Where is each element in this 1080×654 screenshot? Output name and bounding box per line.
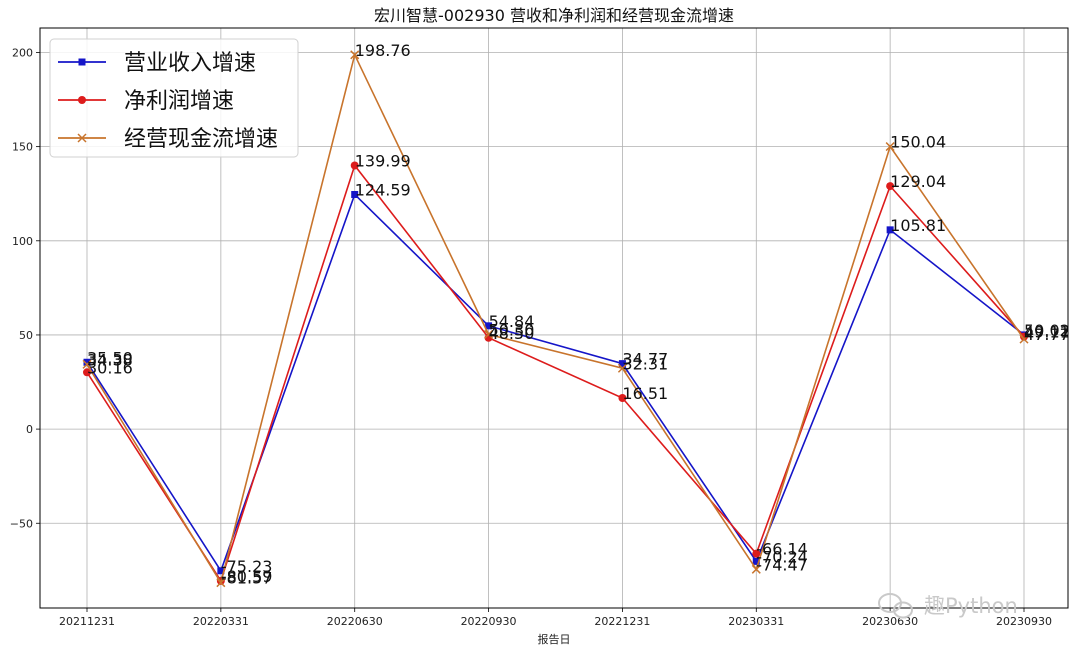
data-point (617, 363, 627, 373)
x-tick-label: 20230331 (728, 615, 784, 628)
data-point (350, 161, 359, 170)
data-point (752, 549, 761, 558)
marker-stroke (617, 363, 627, 373)
marker-stroke (751, 564, 761, 574)
axis-ticks: 20211231 20220331 20220630 20220930 20221231… (10, 46, 1052, 628)
marker-stroke (77, 133, 87, 143)
data-label: 16.51 (622, 384, 668, 403)
data-label: 54.84 (489, 312, 535, 331)
y-tick-label: 0 (26, 423, 33, 436)
marker-stroke (1019, 334, 1029, 344)
chart-title: 宏川智慧-002930 营收和净利润和经营现金流增速 (374, 6, 734, 25)
data-point (83, 358, 91, 366)
x-tick-label: 20220930 (461, 615, 517, 628)
series-layer (82, 50, 1029, 588)
data-label: 124.59 (355, 180, 411, 199)
legend-marker (78, 58, 86, 66)
data-point (618, 394, 627, 403)
series-1 (83, 190, 1028, 575)
x-tick-label: 20230630 (862, 615, 918, 628)
series-line (86, 52, 1025, 585)
y-tick-label: −50 (10, 517, 33, 530)
data-point (886, 226, 894, 234)
data-label: -66.14 (756, 540, 808, 559)
data-point (886, 182, 895, 191)
data-point (485, 322, 493, 330)
data-label: 48.50 (489, 324, 535, 343)
series-line (86, 193, 1025, 573)
x-tick-label: 20211231 (59, 615, 115, 628)
data-point (751, 564, 761, 574)
x-tick-label: 20230930 (996, 615, 1052, 628)
data-label: 198.76 (355, 41, 411, 60)
data-label: -70.24 (756, 547, 808, 566)
wechat-icon (878, 593, 913, 619)
data-point (618, 360, 626, 368)
data-label: -74.47 (756, 555, 808, 574)
y-tick-label: 50 (19, 329, 33, 342)
data-label: 34.77 (622, 350, 668, 369)
data-label: 105.81 (890, 216, 946, 235)
data-point (351, 190, 359, 198)
data-label: 50.02 (1024, 321, 1070, 340)
data-label: 50.30 (489, 320, 535, 339)
data-label: -80.59 (221, 567, 273, 586)
series-line (86, 163, 1025, 583)
data-point (484, 329, 494, 339)
y-tick-label: 150 (12, 141, 33, 154)
data-label: -75.23 (221, 557, 273, 576)
series-2 (83, 161, 1028, 585)
legend-label: 营业收入增速 (124, 51, 256, 76)
legend-item: 营业收入增速 (58, 51, 256, 76)
series-3 (82, 50, 1029, 588)
data-point (217, 567, 225, 575)
legend-item: 净利润增速 (58, 89, 234, 114)
watermark: 趣Python (878, 593, 1018, 619)
marker-stroke (350, 50, 360, 60)
y-tick-label: 200 (12, 46, 33, 59)
data-point (350, 50, 360, 60)
x-axis-label: 报告日 (538, 632, 571, 646)
legend-box (49, 38, 299, 158)
data-label: 49.11 (1024, 323, 1070, 342)
x-tick-label: 20220630 (327, 615, 383, 628)
legend-label: 经营现金流增速 (124, 127, 278, 152)
x-tick-label: 20220331 (193, 615, 249, 628)
data-label: 47.77 (1024, 325, 1070, 344)
x-tick-label: 20221231 (594, 615, 650, 628)
data-point (83, 368, 91, 377)
plot-frame (39, 27, 1069, 609)
data-label: 30.16 (87, 358, 133, 377)
legend-label: 净利润增速 (124, 89, 234, 114)
marker-stroke (216, 578, 226, 588)
data-point (82, 359, 92, 369)
data-point (216, 578, 226, 588)
y-tick-label: 100 (12, 235, 33, 248)
data-label: 150.04 (890, 133, 946, 152)
data-point (1020, 332, 1028, 341)
watermark-text: 趣Python (924, 594, 1018, 618)
data-label: 129.04 (890, 172, 946, 191)
marker-stroke (484, 329, 494, 339)
marker-stroke (82, 359, 92, 369)
data-label: 139.99 (355, 151, 411, 170)
data-label: 34.38 (87, 350, 133, 369)
marker-stroke (885, 142, 895, 152)
data-label: 35.50 (87, 348, 133, 367)
legend-marker (77, 133, 87, 143)
legend-item: 经营现金流增速 (58, 127, 278, 152)
data-label: -81.57 (221, 569, 273, 588)
legend-marker (78, 96, 86, 104)
data-point (752, 557, 760, 565)
data-label: 32.31 (622, 354, 668, 373)
data-labels: 35.50 -75.23 124.59 54.84 34.77 -70.24 105.81 5… (87, 41, 1070, 588)
data-point (1019, 334, 1029, 344)
data-point (885, 142, 895, 152)
grid (40, 28, 1068, 608)
